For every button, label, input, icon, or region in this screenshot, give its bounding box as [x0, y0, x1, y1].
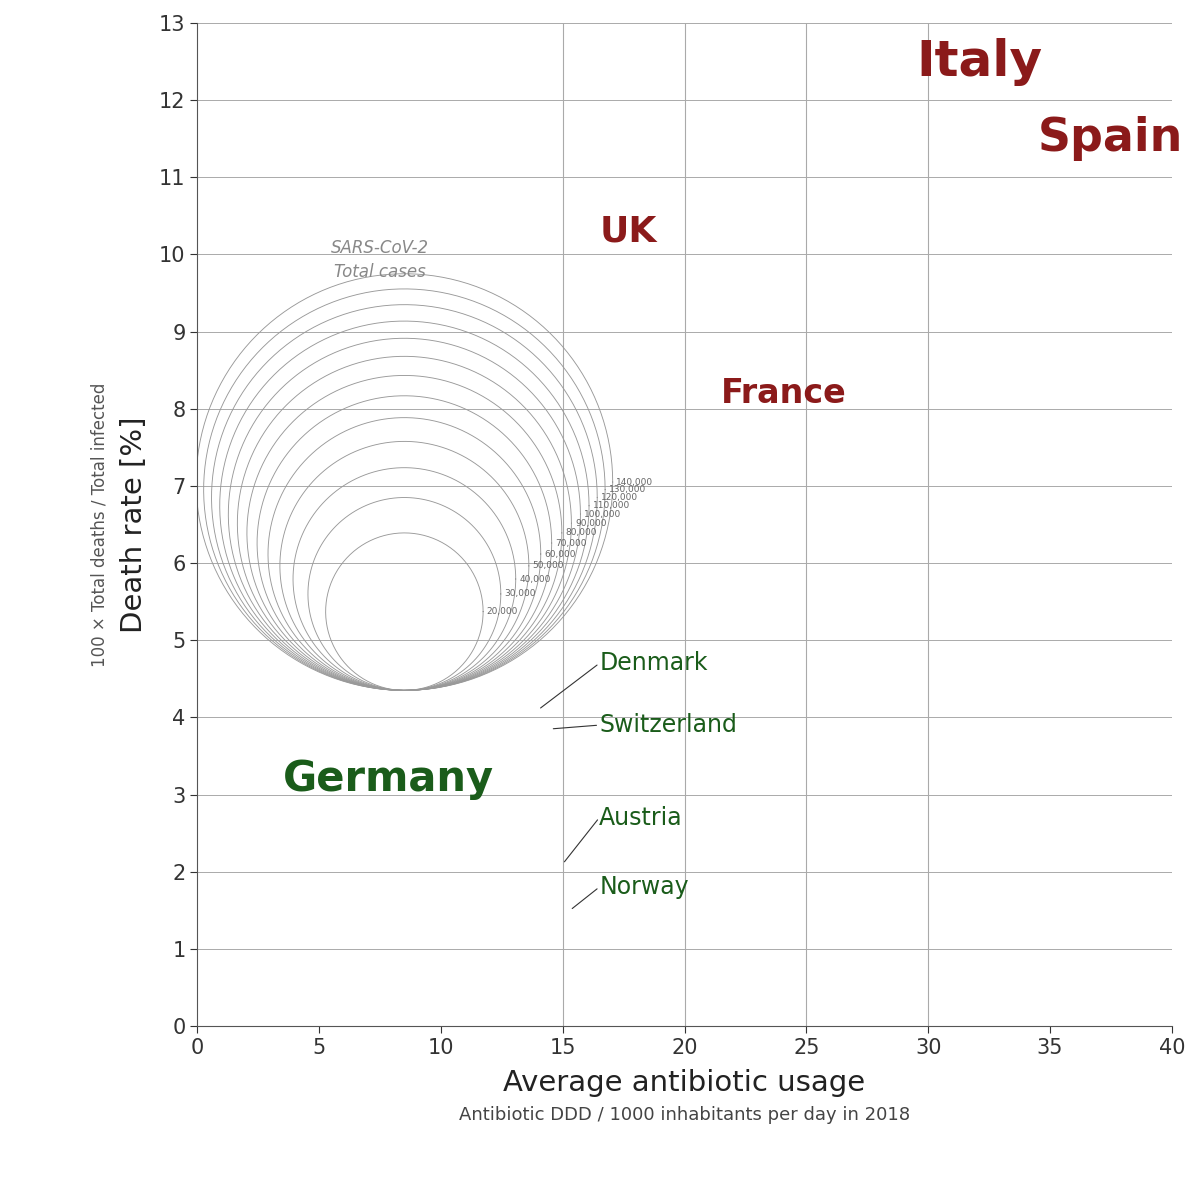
Text: 100,000: 100,000 [584, 510, 622, 519]
Text: 50,000: 50,000 [533, 561, 564, 571]
Text: 30,000: 30,000 [504, 590, 536, 598]
Text: SARS-CoV-2
Total cases: SARS-CoV-2 Total cases [331, 240, 430, 280]
Text: Spain: Spain [1038, 117, 1183, 161]
Text: UK: UK [599, 215, 656, 248]
Text: 140,000: 140,000 [617, 478, 654, 486]
Text: Italy: Italy [916, 38, 1042, 86]
Text: Antibiotic DDD / 1000 inhabitants per day in 2018: Antibiotic DDD / 1000 inhabitants per da… [458, 1106, 910, 1124]
Text: Germany: Germany [282, 758, 493, 800]
Text: 110,000: 110,000 [593, 501, 630, 510]
Text: Denmark: Denmark [599, 651, 708, 676]
Text: 80,000: 80,000 [565, 528, 596, 538]
Y-axis label: Death rate [%]: Death rate [%] [120, 416, 148, 633]
Text: 130,000: 130,000 [608, 485, 646, 495]
Text: Switzerland: Switzerland [599, 713, 737, 737]
Text: 120,000: 120,000 [601, 493, 638, 502]
Text: Austria: Austria [599, 806, 683, 830]
Text: 40,000: 40,000 [520, 575, 551, 584]
Text: Norway: Norway [599, 875, 689, 899]
Text: 70,000: 70,000 [556, 539, 587, 547]
Text: 60,000: 60,000 [545, 550, 576, 559]
X-axis label: Average antibiotic usage: Average antibiotic usage [504, 1069, 865, 1097]
Text: 100 × Total deaths / Total infected: 100 × Total deaths / Total infected [91, 383, 109, 666]
Text: 90,000: 90,000 [575, 519, 606, 528]
Text: 20,000: 20,000 [487, 607, 518, 616]
Text: France: France [721, 377, 847, 410]
